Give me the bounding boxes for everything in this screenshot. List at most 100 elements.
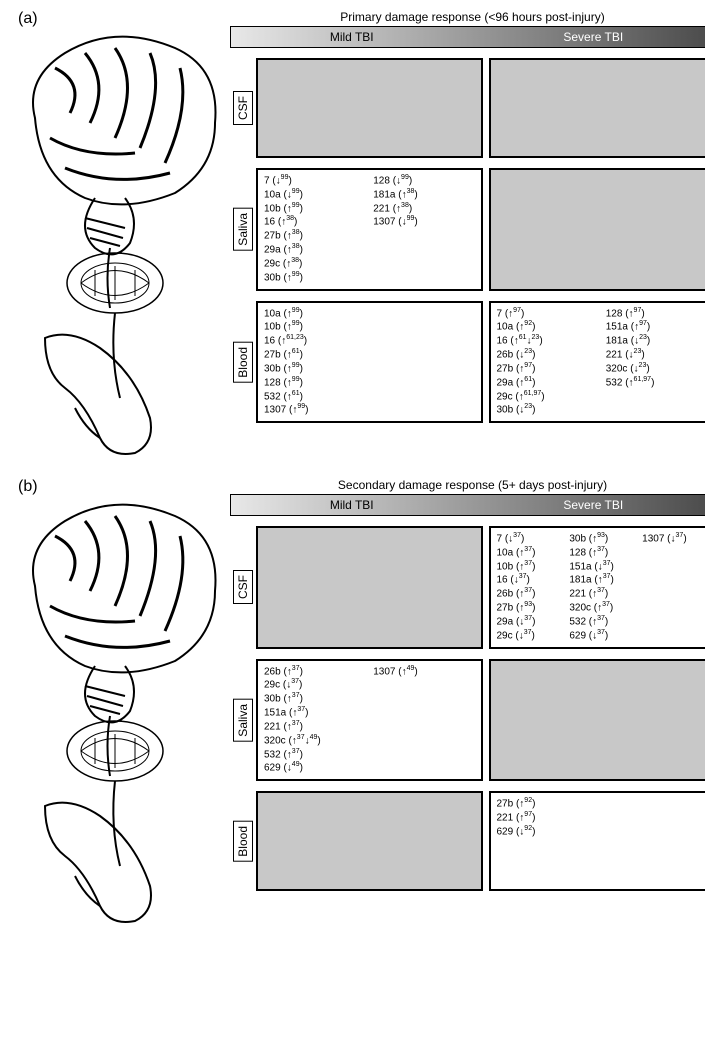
panel-b: (b) <box>10 478 705 926</box>
data-entry: 221 (↑37) <box>569 587 634 601</box>
data-entry: 30b (↑99) <box>264 271 365 285</box>
data-entry: 10b (↑99) <box>264 320 475 334</box>
data-entry: 10a (↑99) <box>264 307 475 321</box>
data-entry: 29c (↑61,97) <box>497 390 598 404</box>
fluid-row: Saliva 26b (↑37)29c (↓37)30b (↑37)151a (… <box>230 659 705 782</box>
data-entry: 128 (↑37) <box>569 546 634 560</box>
data-entry: 16 (↑61,23) <box>264 334 475 348</box>
fluid-label: Blood <box>233 821 253 862</box>
data-entry: 128 (↑97) <box>606 307 705 321</box>
data-box: 7 (↓37)10a (↑37)10b (↑37)16 (↓37)26b (↑3… <box>489 526 705 649</box>
data-box: 7 (↑97)10a (↑92)16 (↑61↓23)26b (↓23)27b … <box>489 301 705 424</box>
data-entry: 181a (↑38) <box>373 188 474 202</box>
panel-title: Secondary damage response (5+ days post-… <box>230 478 705 492</box>
data-box <box>256 526 483 649</box>
data-entry: 10a (↑37) <box>497 546 562 560</box>
severity-arrow: Primary damage response (<96 hours post-… <box>230 10 705 48</box>
fluid-row: CSF <box>230 58 705 158</box>
data-box: 10a (↑99)10b (↑99)16 (↑61,23)27b (↑61)30… <box>256 301 483 424</box>
data-entry: 30b (↑93) <box>569 532 634 546</box>
data-entry: 7 (↓99) <box>264 174 365 188</box>
data-entry: 532 (↑37) <box>264 748 365 762</box>
data-box: 27b (↑92)221 (↑97)629 (↓92) <box>489 791 705 891</box>
data-entry: 128 (↑99) <box>264 376 475 390</box>
data-entry: 27b (↑38) <box>264 229 365 243</box>
data-entry: 26b (↓23) <box>497 348 598 362</box>
data-entry: 221 (↑37) <box>264 720 365 734</box>
data-entry: 532 (↑61) <box>264 390 475 404</box>
data-entry: 29a (↑38) <box>264 243 365 257</box>
anatomy-illustration <box>15 496 225 926</box>
data-box <box>489 659 705 782</box>
data-entry: 30b (↑99) <box>264 362 475 376</box>
data-entry: 26b (↑37) <box>497 587 562 601</box>
data-entry: 10b (↑37) <box>497 560 562 574</box>
data-entry: 221 (↓23) <box>606 348 705 362</box>
panel-label: (b) <box>18 478 38 496</box>
data-entry: 128 (↓99) <box>373 174 474 188</box>
data-entry: 629 (↓37) <box>569 629 634 643</box>
data-entry: 30b (↑37) <box>264 692 365 706</box>
data-entry: 532 (↑61,97) <box>606 376 705 390</box>
data-entry: 7 (↓37) <box>497 532 562 546</box>
data-entry: 320c (↑37) <box>569 601 634 615</box>
data-entry: 29c (↓37) <box>264 678 365 692</box>
data-entry: 629 (↓49) <box>264 761 365 775</box>
panel-title: Primary damage response (<96 hours post-… <box>230 10 705 24</box>
severity-severe-label: Severe TBI <box>473 495 705 515</box>
data-entry: 10a (↑92) <box>497 320 598 334</box>
data-entry: 16 (↑38) <box>264 215 365 229</box>
data-entry: 532 (↑37) <box>569 615 634 629</box>
data-entry: 1307 (↑49) <box>373 665 474 679</box>
data-entry: 29a (↓37) <box>497 615 562 629</box>
fluid-row: CSF 7 (↓37)10a (↑37)10b (↑37)16 (↓37)26b… <box>230 526 705 649</box>
data-entry: 27b (↑97) <box>497 362 598 376</box>
fluid-label: CSF <box>233 91 253 125</box>
data-entry: 26b (↑37) <box>264 665 365 679</box>
data-entry: 221 (↑38) <box>373 202 474 216</box>
severity-arrow: Secondary damage response (5+ days post-… <box>230 478 705 516</box>
data-entry: 320c (↑37↓49) <box>264 734 365 748</box>
data-entry: 1307 (↑99) <box>264 403 475 417</box>
data-box: 26b (↑37)29c (↓37)30b (↑37)151a (↑37)221… <box>256 659 483 782</box>
data-entry: 7 (↑97) <box>497 307 598 321</box>
data-entry: 27b (↑61) <box>264 348 475 362</box>
data-entry: 29c (↑38) <box>264 257 365 271</box>
data-entry: 16 (↓37) <box>497 573 562 587</box>
anatomy-illustration <box>15 28 225 458</box>
data-entry: 10b (↑99) <box>264 202 365 216</box>
severity-mild-label: Mild TBI <box>231 27 473 47</box>
severity-mild-label: Mild TBI <box>231 495 473 515</box>
fluid-row: Saliva 7 (↓99)10a (↓99)10b (↑99)16 (↑38)… <box>230 168 705 291</box>
data-entry: 221 (↑97) <box>497 811 705 825</box>
fluid-row: Blood 10a (↑99)10b (↑99)16 (↑61,23)27b (… <box>230 301 705 424</box>
data-entry: 151a (↓37) <box>569 560 634 574</box>
data-entry: 181a (↑37) <box>569 573 634 587</box>
data-entry: 181a (↓23) <box>606 334 705 348</box>
panel-label: (a) <box>18 10 38 28</box>
fluid-row: Blood 27b (↑92)221 (↑97)629 (↓92) <box>230 791 705 891</box>
fluid-label: Saliva <box>233 699 253 742</box>
data-entry: 29c (↓37) <box>497 629 562 643</box>
data-entry: 27b (↑92) <box>497 797 705 811</box>
data-entry: 151a (↑97) <box>606 320 705 334</box>
fluid-label: Saliva <box>233 208 253 251</box>
data-entry: 27b (↑93) <box>497 601 562 615</box>
data-entry: 30b (↓23) <box>497 403 598 417</box>
data-entry: 151a (↑37) <box>264 706 365 720</box>
anatomy-column <box>10 10 230 458</box>
data-entry: 29a (↑61) <box>497 376 598 390</box>
data-entry: 629 (↓92) <box>497 825 705 839</box>
fluid-label: Blood <box>233 342 253 383</box>
data-box: 7 (↓99)10a (↓99)10b (↑99)16 (↑38)27b (↑3… <box>256 168 483 291</box>
panel-a: (a) <box>10 10 705 458</box>
data-box <box>489 168 705 291</box>
data-entry: 1307 (↓99) <box>373 215 474 229</box>
severity-severe-label: Severe TBI <box>473 27 705 47</box>
data-box <box>489 58 705 158</box>
data-entry: 16 (↑61↓23) <box>497 334 598 348</box>
data-box <box>256 791 483 891</box>
data-entry: 1307 (↓37) <box>642 532 705 546</box>
data-entry: 320c (↓23) <box>606 362 705 376</box>
data-box <box>256 58 483 158</box>
